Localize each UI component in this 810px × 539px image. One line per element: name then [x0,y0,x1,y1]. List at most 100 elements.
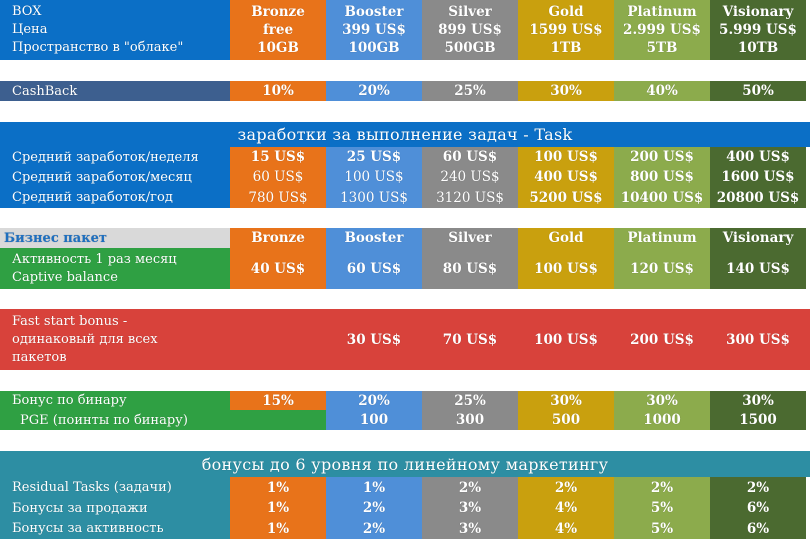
table-row: Бонусы за продажи 1% 2% 3% 4% 5% 6% [0,498,810,518]
cell: 1% [230,477,326,498]
cell: 10400 US$ [614,187,710,208]
cell: 100 US$ [326,167,422,187]
tier-name: Platinum [627,4,697,20]
cell: 2% [326,518,422,539]
cell: 25% [422,391,518,410]
cell [230,309,326,370]
cell: 4% [518,498,614,518]
tier-col-visionary: Visionary 5.999 US$ 10TB [710,0,806,60]
cell: 400 US$ [710,147,806,167]
row-label: Средний заработок/месяц [0,167,230,187]
tier-col-gold: Gold 1599 US$ 1TB [518,0,614,60]
cell: 1% [230,498,326,518]
cell: 1% [230,518,326,539]
cashback-value: 20% [326,81,422,101]
tier-name: Bronze [251,4,305,20]
fast-start-line: Fast start bonus - [12,313,128,329]
cell: 240 US$ [422,167,518,187]
cell: 5% [614,498,710,518]
tier-cloud: 500GB [444,40,496,56]
cell: 500 [518,410,614,430]
cell: 2% [422,477,518,498]
cell: 60 US$ [230,167,326,187]
cashback-row: CashBack 10% 20% 25% 30% 40% 50% [0,81,810,101]
row-label: Бонусы за активность [0,518,230,539]
cell: 300 US$ [726,331,790,348]
fast-start-label: Fast start bonus - одинаковый для всех п… [0,309,230,370]
tier-cloud: 10GB [257,40,299,56]
cell: 300 [422,410,518,430]
tier-price: 5.999 US$ [719,22,797,38]
cell: 3% [422,518,518,539]
tier-name: Visionary [722,4,794,20]
cell: 780 US$ [230,187,326,208]
tier-header: Booster [326,228,422,248]
cell: 1000 [614,410,710,430]
price-label: Цена [12,22,48,37]
tasks-banner: заработки за выполнение задач - Task [0,122,810,147]
cell: 1600 US$ [710,167,806,187]
cashback-value: 10% [230,81,326,101]
tier-price: 399 US$ [342,22,406,38]
cell: 70 US$ [442,331,498,348]
tier-name: Booster [344,4,404,20]
cell: 1500 [710,410,806,430]
cell: 100 US$ [518,147,614,167]
cell: 6% [710,498,806,518]
cell: 15% [230,391,326,410]
tier-name: Gold [548,4,584,20]
box-label: BOX [12,4,42,19]
tasks-table: Средний заработок/неделя 15 US$ 25 US$ 6… [0,147,810,208]
cell: 2% [710,477,806,498]
cell: 30 US$ [346,331,402,348]
cell: 3% [422,498,518,518]
tier-cloud: 100GB [348,40,400,56]
cell: 25 US$ [326,147,422,167]
cell: 15 US$ [230,147,326,167]
cell: 30% [614,391,710,410]
linear-table: Residual Tasks (задачи) 1% 1% 2% 2% 2% 2… [0,477,810,539]
table-row: Residual Tasks (задачи) 1% 1% 2% 2% 2% 2… [0,477,810,498]
cell: 20% [326,391,422,410]
cell: 60 US$ [326,248,422,289]
table-row: Средний заработок/месяц 60 US$ 100 US$ 2… [0,167,810,187]
row-label: Средний заработок/неделя [0,147,230,167]
tier-cloud: 1TB [550,40,582,56]
tier-col-bronze: Bronze free 10GB [230,0,326,60]
tier-header: Gold [518,228,614,248]
cashback-value: 30% [518,81,614,101]
cell: 800 US$ [614,167,710,187]
tier-price: 899 US$ [438,22,502,38]
cell: 1% [326,477,422,498]
cell: 5% [614,518,710,539]
cell: 2% [326,498,422,518]
cell: 400 US$ [518,167,614,187]
tier-header: Visionary [710,228,806,248]
business-header-row: Бизнес пакет Bronze Booster Silver Gold … [0,228,810,248]
cell: 6% [710,518,806,539]
fast-start-row: Fast start bonus - одинаковый для всех п… [0,309,810,370]
tier-name: Silver [448,4,492,20]
cell: 100 [326,410,422,430]
binary-label: Бонус по бинару [0,391,230,410]
cashback-value: 25% [422,81,518,101]
cell: 20800 US$ [710,187,806,208]
fast-start-line: одинаковый для всех [12,331,158,347]
tasks-title: заработки за выполнение задач - Task [237,125,573,144]
cloud-label: Пространство в "облаке" [12,40,184,55]
cell: 4% [518,518,614,539]
tier-price: 1599 US$ [529,22,603,38]
cell: 200 US$ [614,147,710,167]
tier-col-silver: Silver 899 US$ 500GB [422,0,518,60]
row-label: Средний заработок/год [0,187,230,208]
cell: 1300 US$ [326,187,422,208]
cell: 3120 US$ [422,187,518,208]
cell: 2% [614,477,710,498]
tier-col-platinum: Platinum 2.999 US$ 5TB [614,0,710,60]
tier-header: Bronze [230,228,326,248]
linear-title: бонусы до 6 уровня по линейному маркетин… [201,454,609,474]
tier-cloud: 5TB [646,40,678,56]
cashback-value: 50% [710,81,806,101]
cell: 100 US$ [534,331,598,348]
tier-price: 2.999 US$ [623,22,701,38]
